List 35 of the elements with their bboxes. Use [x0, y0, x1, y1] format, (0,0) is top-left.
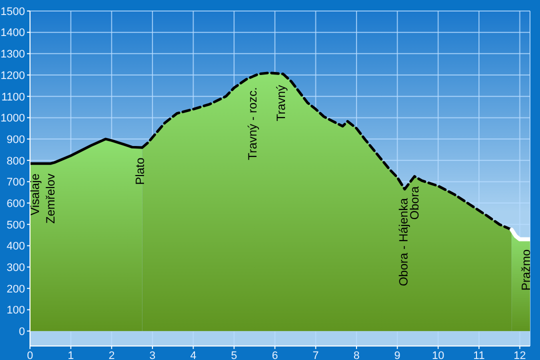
y-tick-label: 500 [6, 219, 25, 232]
y-tick-label: 900 [6, 134, 25, 146]
y-tick-label: 1400 [0, 27, 25, 40]
annotation: Pražmo [518, 248, 533, 291]
x-tick-label: 6 [272, 350, 278, 360]
annotation: Visalaje [28, 173, 42, 216]
y-tick-label: 1500 [0, 6, 25, 18]
x-tick-label: 10 [432, 350, 444, 360]
y-tick-label: 1300 [0, 48, 25, 61]
annotation: Zemřelov [43, 174, 58, 224]
y-tick-label: 600 [6, 198, 25, 210]
x-tick-label: 9 [394, 350, 400, 360]
x-tick-label: 7 [312, 350, 319, 360]
y-tick-label: 800 [6, 155, 25, 168]
y-tick-label: 200 [6, 283, 25, 296]
y-tick-label: 1200 [0, 70, 25, 82]
y-tick-label: 1000 [0, 112, 25, 125]
x-tick-label: 12 [514, 350, 526, 360]
x-tick-label: 2 [108, 350, 115, 360]
x-tick-label: 3 [149, 350, 156, 360]
annotation: Travný - rozc. [245, 87, 260, 160]
annotation: Plato [133, 157, 148, 185]
y-tick-label: 300 [6, 262, 25, 274]
annotation: Travný [274, 85, 288, 122]
x-tick-label: 0 [26, 350, 34, 360]
y-tick-label: 700 [6, 176, 25, 189]
x-tick-label: 8 [353, 350, 360, 360]
x-tick-label: 5 [231, 350, 238, 360]
x-tick-label: 11 [473, 350, 485, 360]
y-tick-label: 1100 [1, 91, 25, 104]
y-tick-label: 400 [6, 240, 25, 253]
x-tick-label: 1 [68, 350, 74, 360]
y-tick-label: 100 [6, 304, 25, 317]
x-tick-label: 4 [190, 350, 196, 360]
y-tick-label: 0 [18, 326, 25, 338]
